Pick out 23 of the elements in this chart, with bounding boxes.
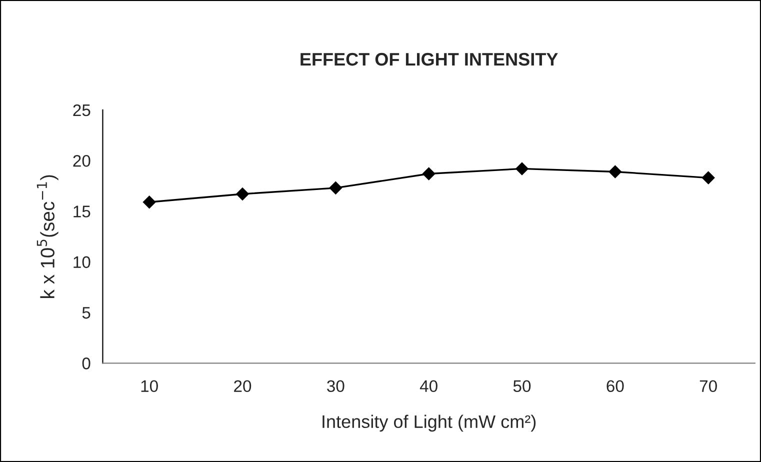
- y-tick-label: 15: [74, 206, 90, 218]
- chart-title: EFFECT OF LIGHT INTENSITY: [300, 52, 558, 66]
- y-tick-label: 0: [82, 358, 90, 370]
- x-tick-label: 40: [420, 380, 438, 392]
- x-tick-label: 30: [327, 380, 344, 392]
- x-axis-title: Intensity of Light (mW cm²): [322, 414, 536, 432]
- y-tick-label: 10: [74, 256, 90, 268]
- y-tick-label: 5: [82, 307, 90, 319]
- y-tick-label: 25: [73, 104, 90, 116]
- x-tick-label: 20: [234, 380, 252, 392]
- y-tick-label: 20: [73, 154, 90, 167]
- x-tick-label: 60: [606, 380, 624, 392]
- x-tick-label: 70: [700, 380, 717, 392]
- point: [608, 165, 622, 178]
- point: [142, 196, 156, 209]
- point: [329, 182, 342, 194]
- point: [702, 171, 715, 184]
- point: [516, 162, 528, 176]
- point: [236, 188, 249, 200]
- x-tick-label: 50: [513, 380, 531, 392]
- point: [422, 167, 436, 180]
- x-tick-label: 10: [141, 380, 158, 392]
- y-axis-title: k x 10$^{5}$(sec$^{−1}$): [36, 175, 58, 298]
